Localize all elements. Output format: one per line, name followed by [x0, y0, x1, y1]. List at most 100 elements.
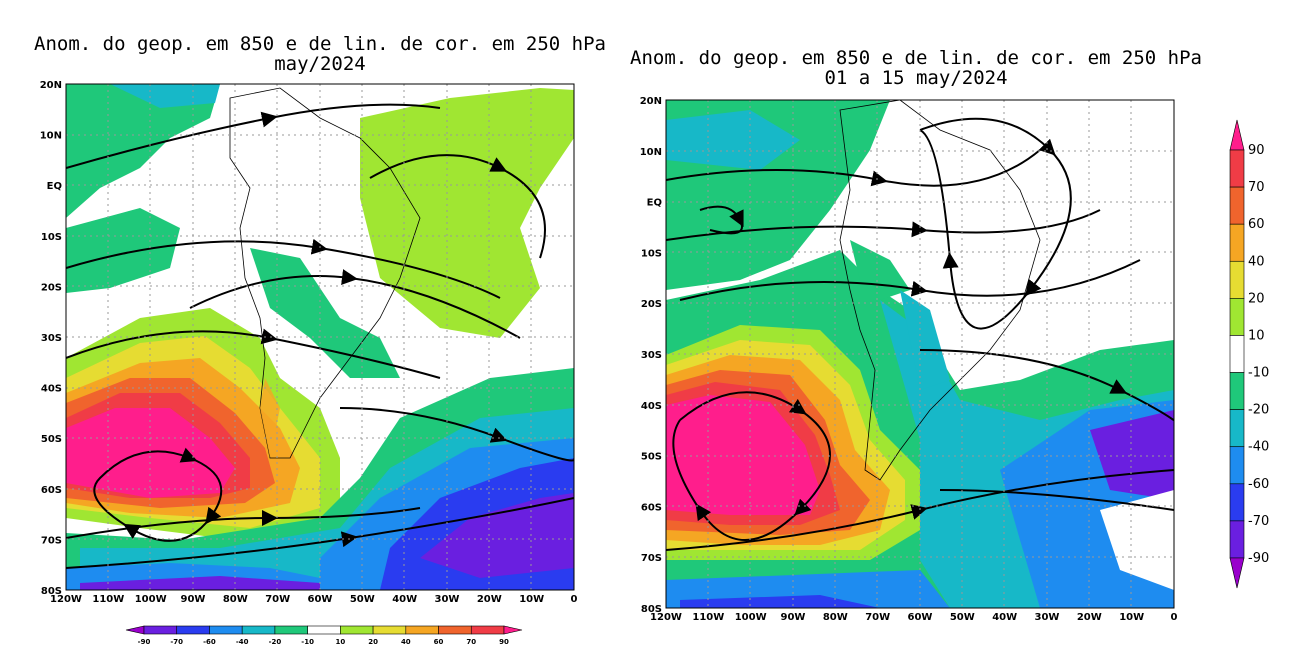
colorbar-box	[1229, 409, 1245, 448]
colorbar-label: 90	[1248, 143, 1265, 158]
lon-label: 120W	[650, 612, 682, 620]
lon-label: 70W	[265, 594, 290, 605]
lon-label: 70W	[865, 612, 890, 620]
lon-label: 40W	[392, 594, 417, 605]
lon-label: 60W	[908, 612, 933, 620]
left-anomaly-field	[66, 84, 574, 590]
lon-label: 10W	[519, 594, 544, 605]
lon-label: 50W	[950, 612, 975, 620]
colorbar-label: 10	[335, 638, 345, 646]
left-map: 20N 10N EQ 10S 20S 30S 40S 50S 60S 70S 80S 120W 110…	[40, 80, 578, 605]
colorbar-label: -10	[301, 638, 314, 646]
lat-label: 70S	[41, 535, 62, 546]
colorbar-box	[1229, 372, 1245, 410]
lon-label: 30W	[435, 594, 460, 605]
lat-label: 80S	[641, 604, 662, 615]
lon-label: 20W	[477, 594, 502, 605]
right-title-line1: Anom. do geop. em 850 e de lin. de cor. …	[630, 47, 1202, 69]
colorbar-label: -10	[1248, 366, 1269, 381]
colorbar-box	[274, 625, 308, 635]
lon-label: 0	[1171, 612, 1178, 620]
lon-label: 60W	[308, 594, 333, 605]
colorbar-label: -20	[1248, 403, 1269, 418]
colorbar-box	[143, 625, 178, 635]
left-lat-labels: 20N 10N EQ 10S 20S 30S 40S 50S 60S 70S 80S	[40, 80, 62, 597]
colorbar-box	[1229, 335, 1245, 373]
colorbar-box	[470, 625, 505, 635]
right-title-line2: 01 a 15 may/2024	[824, 67, 1008, 89]
colorbar-label: -70	[170, 638, 183, 646]
left-lon-labels: 120W 110W 100W 90W 80W 70W 60W 50W 40W 30W 20W 10W 0	[50, 594, 577, 605]
colorbar-box	[340, 625, 374, 635]
lat-label: 20N	[40, 80, 62, 91]
lat-label: 30S	[641, 350, 662, 361]
colorbar-label: -90	[1248, 551, 1269, 566]
lon-label: 100W	[735, 612, 767, 620]
colorbar-box	[1229, 446, 1245, 485]
colorbar-box	[438, 625, 472, 635]
colorbar-label: 40	[401, 638, 411, 646]
lat-label: 60S	[641, 502, 662, 513]
colorbar-box	[1229, 520, 1245, 559]
colorbar-box	[405, 625, 439, 635]
colorbar-box	[209, 625, 243, 635]
lon-label: 30W	[1035, 612, 1060, 620]
colorbar-arrow-high	[503, 625, 523, 635]
colorbar-box	[307, 625, 341, 635]
lat-label: 20N	[640, 96, 662, 107]
lat-label: 50S	[641, 452, 662, 463]
colorbar-label: 10	[1248, 328, 1265, 343]
lat-label: 40S	[641, 401, 662, 412]
lat-label: 30S	[41, 333, 62, 344]
lat-label: 10N	[40, 131, 62, 142]
colorbar-label: 40	[1248, 254, 1265, 269]
lon-label: 10W	[1119, 612, 1144, 620]
left-title-line2: may/2024	[274, 53, 366, 75]
lon-label: 80W	[823, 612, 848, 620]
colorbar-label: -20	[269, 638, 282, 646]
colorbar-label: 70	[1248, 180, 1265, 195]
left-map-title: Anom. do geop. em 850 e de lin. de cor. …	[30, 34, 610, 74]
lat-label: 10N	[640, 147, 662, 158]
right-anomaly-field	[666, 100, 1174, 608]
colorbar-label: -40	[1248, 440, 1269, 455]
lon-label: 50W	[350, 594, 375, 605]
colorbar-box	[1229, 149, 1245, 188]
colorbar-label: 20	[1248, 291, 1265, 306]
colorbar-arrow-low	[125, 625, 145, 635]
lat-label: 60S	[41, 485, 62, 496]
lon-label: 40W	[992, 612, 1017, 620]
lat-label: 10S	[641, 248, 662, 259]
colorbar-label: -60	[1248, 477, 1269, 492]
colorbar-box	[176, 625, 210, 635]
colorbar-label: 60	[1248, 217, 1265, 232]
right-map: 20N 10N EQ 10S 20S 30S 40S 50S 60S 70S 80S 120W 110…	[640, 96, 1178, 620]
lon-label: 80W	[223, 594, 248, 605]
colorbar-box	[241, 625, 276, 635]
colorbar-box	[1229, 223, 1245, 262]
lon-label: 90W	[181, 594, 206, 605]
left-colorbar: -90 -70 -60 -40 -20 -10 10 20 40 60 70 90	[125, 625, 523, 646]
lon-label: 90W	[781, 612, 806, 620]
colorbar-arrow-high	[1229, 119, 1245, 151]
colorbar-arrow-low	[1229, 557, 1245, 589]
right-colorbar: 90 70 60 40 20 10 -10 -20 -40 -60 -70 -90	[1229, 119, 1269, 589]
lon-label: 110W	[692, 612, 724, 620]
colorbar-label: 90	[499, 638, 509, 646]
lat-label: 40S	[41, 384, 62, 395]
lon-label: 0	[571, 594, 578, 605]
colorbar-label: 60	[434, 638, 444, 646]
colorbar-label: -90	[138, 638, 151, 646]
colorbar-label: 20	[368, 638, 378, 646]
lat-label: 10S	[41, 232, 62, 243]
lat-label: 50S	[41, 434, 62, 445]
colorbar-box	[1229, 186, 1245, 225]
left-title-line1: Anom. do geop. em 850 e de lin. de cor. …	[34, 33, 606, 55]
colorbar-label: 70	[466, 638, 476, 646]
lon-label: 20W	[1077, 612, 1102, 620]
colorbar-label: -60	[203, 638, 216, 646]
lat-label: EQ	[647, 198, 662, 209]
lat-label: 70S	[641, 553, 662, 564]
colorbar-box	[1229, 260, 1245, 299]
right-lat-labels: 20N 10N EQ 10S 20S 30S 40S 50S 60S 70S 80S	[640, 96, 662, 615]
